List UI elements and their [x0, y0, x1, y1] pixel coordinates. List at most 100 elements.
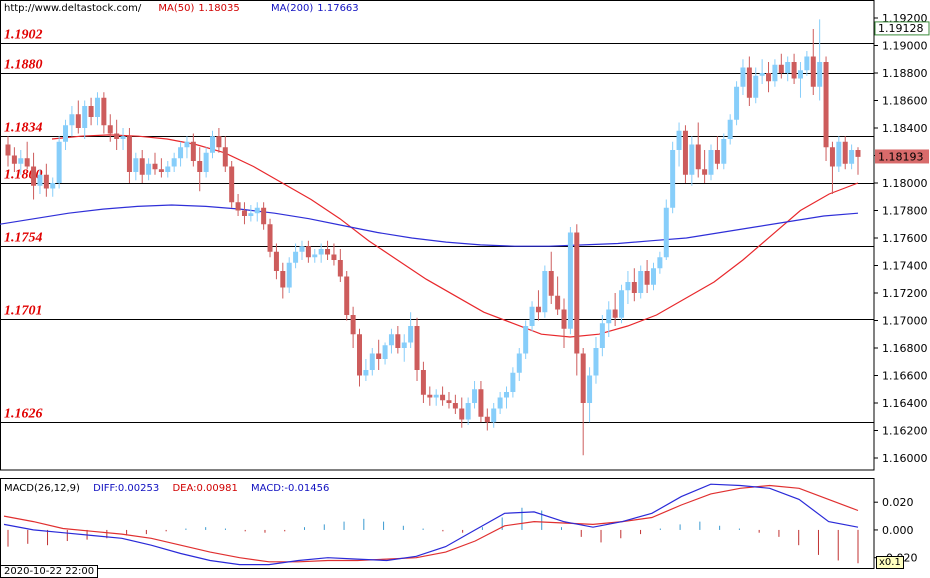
candle-body — [791, 62, 797, 79]
candle-body — [753, 75, 759, 98]
site-url[interactable]: http://www.deltastock.com/ — [4, 3, 142, 14]
candle-body — [440, 394, 446, 401]
candle-body — [171, 158, 177, 167]
ma200-label: MA(200) — [270, 3, 314, 14]
candle-body — [241, 210, 247, 216]
ma200-value: 1.17663 — [317, 3, 359, 14]
candle-body — [178, 147, 184, 159]
candle-body — [503, 392, 509, 398]
candle-body — [670, 150, 676, 208]
level-label: 1.1880 — [4, 58, 43, 73]
y-tick-label: 1.18600 — [882, 95, 928, 108]
candle-body — [216, 136, 222, 148]
candle-body — [382, 345, 388, 359]
candle-body — [158, 169, 164, 172]
candle-body — [644, 271, 650, 285]
candle-body — [491, 408, 497, 423]
candle-body — [248, 213, 254, 216]
ma50-value: 1.18035 — [198, 3, 240, 14]
candle-body — [43, 174, 49, 189]
candle-body — [497, 397, 503, 409]
candle-body — [267, 224, 273, 252]
ma200-legend: MA(200) 1.17663 — [271, 3, 373, 14]
current-price-label: 1.19128 — [878, 22, 924, 35]
candle-body — [312, 254, 318, 258]
candle-body — [465, 403, 471, 420]
candle-body — [75, 114, 81, 128]
candle-body — [817, 62, 823, 87]
y-tick-label: 1.18400 — [882, 122, 928, 135]
y-tick-label: 1.16600 — [882, 370, 928, 383]
candle-body — [31, 166, 37, 186]
candle-body — [305, 246, 311, 258]
candle-body — [229, 166, 235, 203]
candle-body — [810, 56, 816, 87]
candle-body — [567, 232, 573, 329]
candle-body — [337, 260, 343, 277]
candle-body — [11, 155, 17, 164]
candle-body — [120, 136, 126, 139]
candle-body — [50, 183, 56, 189]
candle-body — [363, 370, 369, 376]
zoom-button[interactable]: x0.1 — [876, 556, 904, 569]
candle-body — [273, 251, 279, 271]
y-tick-label: 1.17800 — [882, 205, 928, 218]
candle-body — [612, 309, 618, 318]
candle-body — [689, 144, 695, 175]
candle-body — [535, 306, 541, 313]
candle-body — [286, 262, 292, 288]
candle-body — [350, 315, 356, 335]
candle-body — [101, 97, 107, 126]
candle-body — [184, 141, 190, 148]
candle-body — [708, 150, 714, 175]
candle-body — [734, 86, 740, 120]
candle-body — [619, 290, 625, 318]
candle-body — [325, 249, 331, 255]
candle-body — [478, 389, 484, 417]
candle-body — [606, 309, 612, 324]
candle-body — [625, 282, 631, 291]
candle-body — [165, 166, 171, 172]
candle-body — [280, 271, 286, 288]
candle-body — [516, 353, 522, 373]
candle-body — [721, 139, 727, 164]
candle-body — [414, 326, 420, 370]
candle-body — [714, 150, 720, 164]
level-label: 1.1701 — [4, 304, 43, 319]
candle-body — [56, 141, 62, 183]
level-label: 1.1800 — [4, 168, 43, 183]
candle-body — [663, 207, 669, 258]
candle-body — [638, 271, 644, 293]
macd-value: MACD:-0.01456 — [251, 483, 330, 494]
candle-body — [836, 141, 842, 167]
ma200-line — [0, 204, 859, 247]
candle-body — [133, 158, 139, 172]
candle-body — [599, 323, 605, 348]
candle-body — [829, 147, 835, 167]
candle-body — [484, 416, 490, 423]
ma50-label: MA(50) — [158, 3, 195, 14]
candle-body — [452, 403, 458, 409]
candle-body — [369, 353, 375, 370]
candle-body — [433, 394, 439, 398]
candle-body — [408, 326, 414, 343]
candle-body — [542, 271, 548, 313]
y-tick-label: 1.17600 — [882, 232, 928, 245]
candle-body — [849, 150, 855, 164]
candle-body — [574, 232, 580, 354]
candle-body — [593, 348, 599, 376]
candle-body — [146, 163, 152, 175]
candle-body — [727, 119, 733, 139]
candle-body — [331, 254, 337, 260]
candle-body — [804, 56, 810, 71]
macd-tick-label: 0.020 — [882, 496, 914, 509]
candle-body — [657, 257, 663, 269]
candle-body — [420, 370, 426, 395]
price-plot-frame — [0, 0, 875, 471]
y-tick-label: 1.18000 — [882, 177, 928, 190]
candle-body — [299, 246, 305, 252]
candle-body — [785, 62, 791, 73]
candle-body — [797, 70, 803, 79]
candle-body — [759, 73, 765, 76]
